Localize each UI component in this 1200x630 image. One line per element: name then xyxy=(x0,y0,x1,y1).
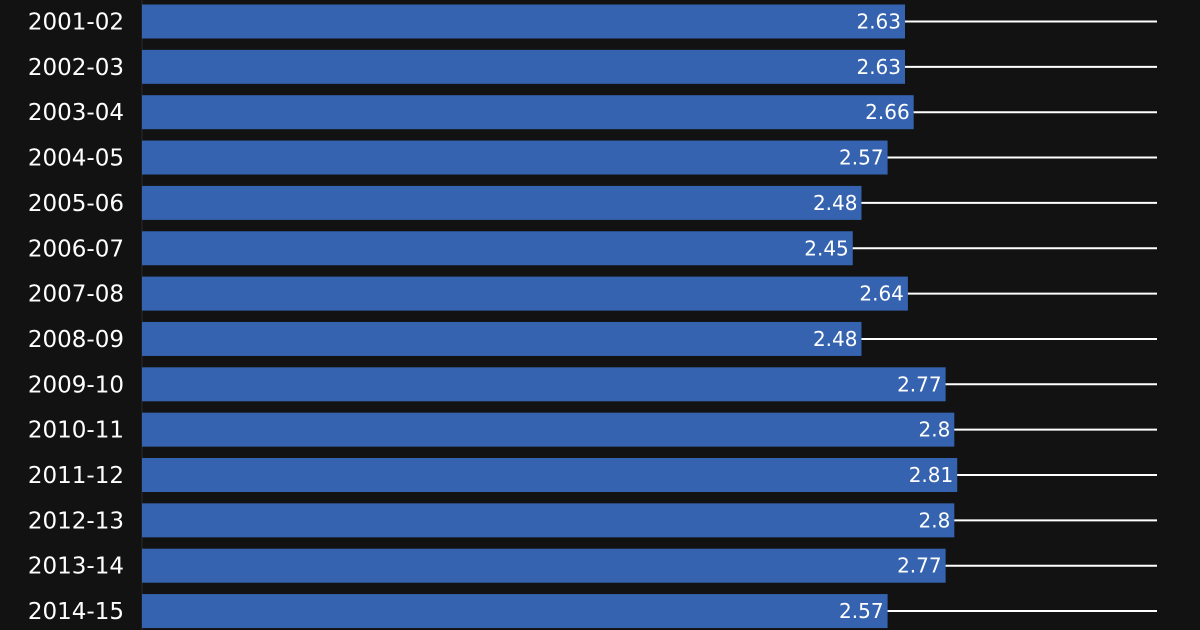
value-label-2011-12: 2.81 xyxy=(909,463,954,487)
category-label-2003-04: 2003-04 xyxy=(28,100,124,126)
bar-2008-09 xyxy=(142,321,862,356)
value-label-2003-04: 2.66 xyxy=(865,100,910,124)
category-label-2013-14: 2013-14 xyxy=(28,554,124,580)
value-label-2007-08: 2.64 xyxy=(859,282,904,306)
bar-2010-11 xyxy=(142,412,955,447)
bar-2012-13 xyxy=(142,503,955,538)
category-label-2010-11: 2010-11 xyxy=(28,418,124,444)
bar-2005-06 xyxy=(142,185,862,220)
value-label-2010-11: 2.8 xyxy=(919,418,951,442)
bar-2009-10 xyxy=(142,367,946,402)
value-label-2006-07: 2.45 xyxy=(804,236,849,260)
value-label-2002-03: 2.63 xyxy=(856,55,901,79)
category-label-2006-07: 2006-07 xyxy=(28,236,124,262)
value-label-2008-09: 2.48 xyxy=(813,327,858,351)
category-label-2008-09: 2008-09 xyxy=(28,327,124,353)
category-label-2002-03: 2002-03 xyxy=(28,55,124,81)
value-label-2001-02: 2.63 xyxy=(856,10,901,34)
bar-2002-03 xyxy=(142,49,905,84)
bar-2011-12 xyxy=(142,458,958,492)
value-label-2005-06: 2.48 xyxy=(813,191,858,215)
bar-2003-04 xyxy=(142,95,914,130)
category-label-2005-06: 2005-06 xyxy=(28,191,124,217)
bar-2001-02 xyxy=(142,4,905,39)
category-label-2012-13: 2012-13 xyxy=(28,508,124,534)
category-label-2009-10: 2009-10 xyxy=(28,372,124,398)
bar-2014-15 xyxy=(142,594,888,629)
category-label-2007-08: 2007-08 xyxy=(28,282,124,308)
value-label-2012-13: 2.8 xyxy=(919,508,951,532)
category-label-2011-12: 2011-12 xyxy=(28,463,124,489)
bar-2013-14 xyxy=(142,548,946,583)
value-label-2009-10: 2.77 xyxy=(897,372,942,396)
category-label-2014-15: 2014-15 xyxy=(28,599,124,625)
value-label-2013-14: 2.77 xyxy=(897,554,942,578)
category-label-2004-05: 2004-05 xyxy=(28,146,124,172)
bar-2007-08 xyxy=(142,276,908,311)
bar-2004-05 xyxy=(142,140,888,175)
bar-2006-07 xyxy=(142,231,853,266)
category-label-2001-02: 2001-02 xyxy=(28,10,124,36)
value-label-2004-05: 2.57 xyxy=(839,146,884,170)
value-label-2014-15: 2.57 xyxy=(839,599,884,623)
